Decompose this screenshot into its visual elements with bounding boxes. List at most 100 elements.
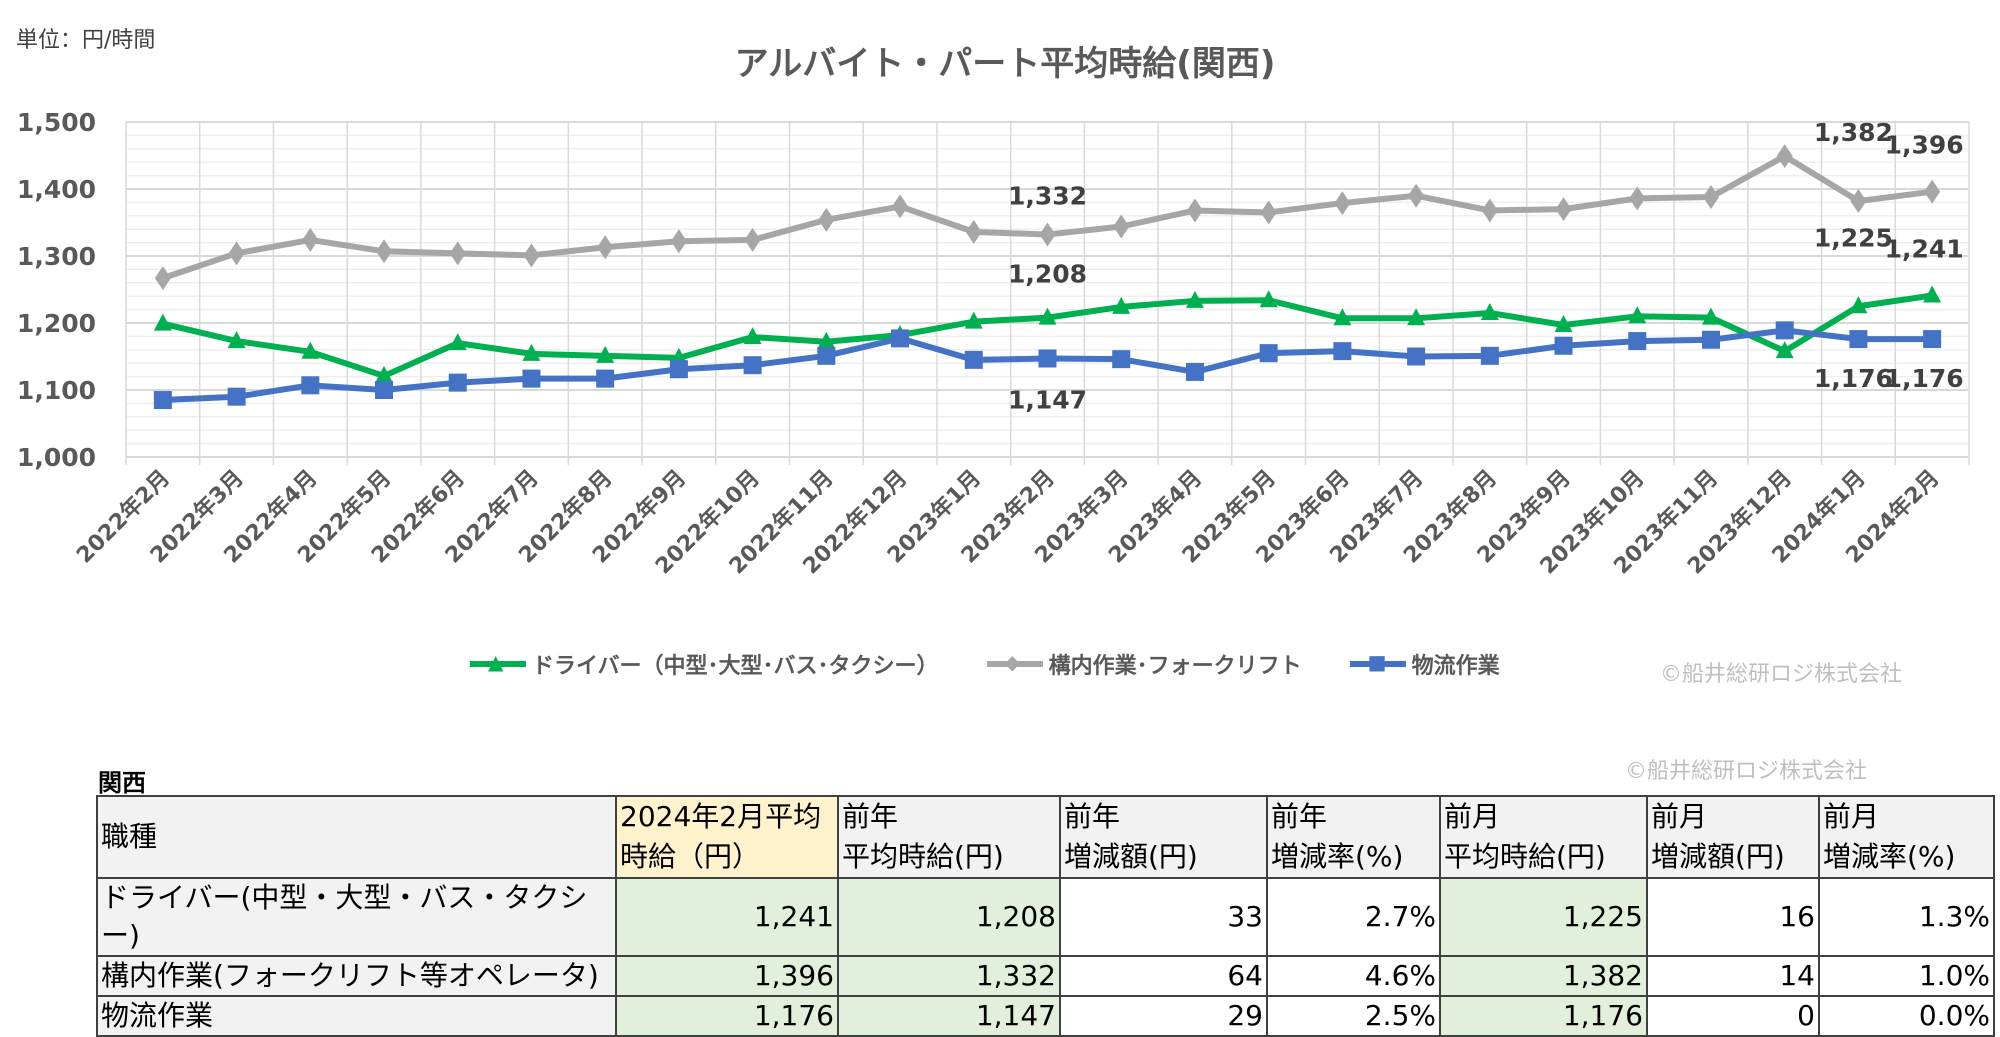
table-header-row: 職種 2024年2月平均時給（円） 前年 平均時給(円) 前年 増減額(円) 前… — [96, 795, 1995, 879]
chart-title: アルバイト・パート平均時給(関西) — [734, 44, 1276, 84]
data-point — [596, 345, 615, 363]
data-point — [1038, 307, 1057, 325]
cell-prev-month-diff: 16 — [1646, 877, 1820, 957]
cell-prev-month-avg: 1,176 — [1439, 995, 1648, 1037]
data-point — [669, 360, 688, 379]
header-prev-month-avg: 前月 平均時給(円) — [1439, 795, 1648, 879]
data-point — [301, 341, 320, 359]
data-point — [1112, 296, 1131, 314]
data-point — [596, 369, 615, 388]
data-point — [597, 235, 614, 260]
data-point — [1849, 330, 1868, 349]
data-point — [1776, 144, 1793, 169]
data-point — [1923, 285, 1942, 303]
data-label: 1,176 — [1885, 364, 1964, 393]
data-point — [1775, 341, 1794, 359]
data-point — [1334, 191, 1351, 216]
y-tick-label: 1,300 — [17, 242, 96, 271]
cell-job-name: ドライバー(中型・大型・バス・タクシー) — [96, 877, 617, 957]
data-point — [153, 313, 172, 331]
data-point — [1185, 362, 1204, 381]
cell-current-avg: 1,241 — [615, 877, 839, 957]
unit-label: 単位：円/時間 — [16, 28, 156, 53]
data-label: 1,396 — [1885, 131, 1964, 160]
data-point — [153, 391, 172, 410]
data-point — [1112, 350, 1131, 369]
data-point — [1923, 330, 1942, 349]
data-point — [376, 239, 393, 264]
data-point — [1554, 315, 1573, 333]
cell-job-name: 構内作業(フォークリフト等オペレータ) — [96, 955, 617, 997]
legend-triangle-icon: ▲ — [470, 650, 526, 674]
data-point — [448, 373, 467, 392]
table-copyright: ©船井総研ロジ株式会社 — [1625, 759, 1868, 784]
data-point — [964, 350, 983, 369]
data-point — [891, 329, 910, 348]
data-label: 1,382 — [1814, 118, 1893, 147]
data-point — [375, 381, 394, 399]
cell-prev-month-rate: 0.0% — [1818, 995, 1995, 1037]
cell-prev-month-diff: 0 — [1646, 995, 1820, 1037]
data-point — [744, 227, 761, 252]
wage-table: 職種 2024年2月平均時給（円） 前年 平均時給(円) 前年 増減額(円) 前… — [96, 795, 1995, 1037]
cell-prev-year-avg: 1,208 — [837, 877, 1061, 957]
header-prev-month-rate: 前月 増減率(%) — [1818, 795, 1995, 879]
data-point — [1775, 321, 1794, 340]
cell-prev-month-diff: 14 — [1646, 955, 1820, 997]
data-point — [523, 243, 540, 268]
data-label: 1,225 — [1814, 223, 1893, 252]
data-label: 1,332 — [1008, 182, 1087, 211]
data-point — [301, 376, 320, 395]
data-point — [1480, 302, 1499, 320]
data-label: 1,176 — [1814, 364, 1893, 393]
data-point — [1555, 197, 1572, 222]
data-point — [1480, 346, 1499, 365]
data-point — [375, 365, 394, 383]
data-point — [448, 333, 467, 351]
data-point — [154, 266, 171, 291]
data-point — [522, 369, 541, 388]
data-point — [1924, 179, 1941, 204]
data-point — [1628, 332, 1647, 351]
data-point — [1407, 347, 1426, 366]
data-point — [1628, 306, 1647, 324]
legend-label: ドライバー（中型･大型･バス･タクシー） — [532, 654, 939, 679]
legend-item: ▲ ドライバー（中型･大型･バス･タクシー） — [470, 648, 939, 680]
data-point — [1701, 330, 1720, 349]
header-prev-month-diff: 前月 増減額(円) — [1646, 795, 1820, 879]
legend-label: 構内作業･フォークリフト — [1048, 654, 1302, 679]
data-point — [1113, 214, 1130, 239]
cell-prev-year-rate: 2.7% — [1266, 877, 1441, 957]
data-point — [965, 219, 982, 244]
legend-label: 物流作業 — [1411, 654, 1500, 679]
header-prev-year-avg: 前年 平均時給(円) — [837, 795, 1061, 879]
cell-prev-month-avg: 1,382 — [1439, 955, 1648, 997]
legend-diamond-icon: ◆ — [986, 650, 1043, 674]
data-point — [1039, 222, 1056, 247]
cell-current-avg: 1,176 — [615, 995, 839, 1037]
cell-prev-month-rate: 1.0% — [1818, 955, 1995, 997]
data-point — [1849, 296, 1868, 314]
data-point — [817, 331, 836, 349]
data-point — [1481, 198, 1498, 223]
data-point — [227, 331, 246, 349]
data-point — [449, 241, 466, 266]
data-point — [964, 311, 983, 329]
data-point — [817, 346, 836, 365]
table-region-label: 関西 — [98, 769, 146, 797]
y-tick-label: 1,100 — [17, 376, 96, 405]
line-chart: 1,0001,1001,2001,3001,4001,5002022年2月202… — [17, 108, 1970, 579]
data-point — [892, 194, 909, 219]
cell-current-avg: 1,396 — [615, 955, 839, 997]
data-point — [1259, 344, 1278, 363]
data-point — [1260, 200, 1277, 225]
header-prev-year-rate: 前年 増減率(%) — [1266, 795, 1441, 879]
cell-job-name: 物流作業 — [96, 995, 617, 1037]
data-point — [1259, 290, 1278, 308]
data-point — [1185, 290, 1204, 308]
data-point — [1038, 349, 1057, 368]
table-row: 物流作業 1,176 1,147 29 2.5% 1,176 0 0.0% — [96, 995, 1995, 1037]
data-point — [1850, 189, 1867, 214]
data-point — [1333, 342, 1352, 361]
legend: ▲ ドライバー（中型･大型･バス･タクシー） ◆ 構内作業･フォークリフト ■ 物流作業 — [470, 648, 1500, 680]
